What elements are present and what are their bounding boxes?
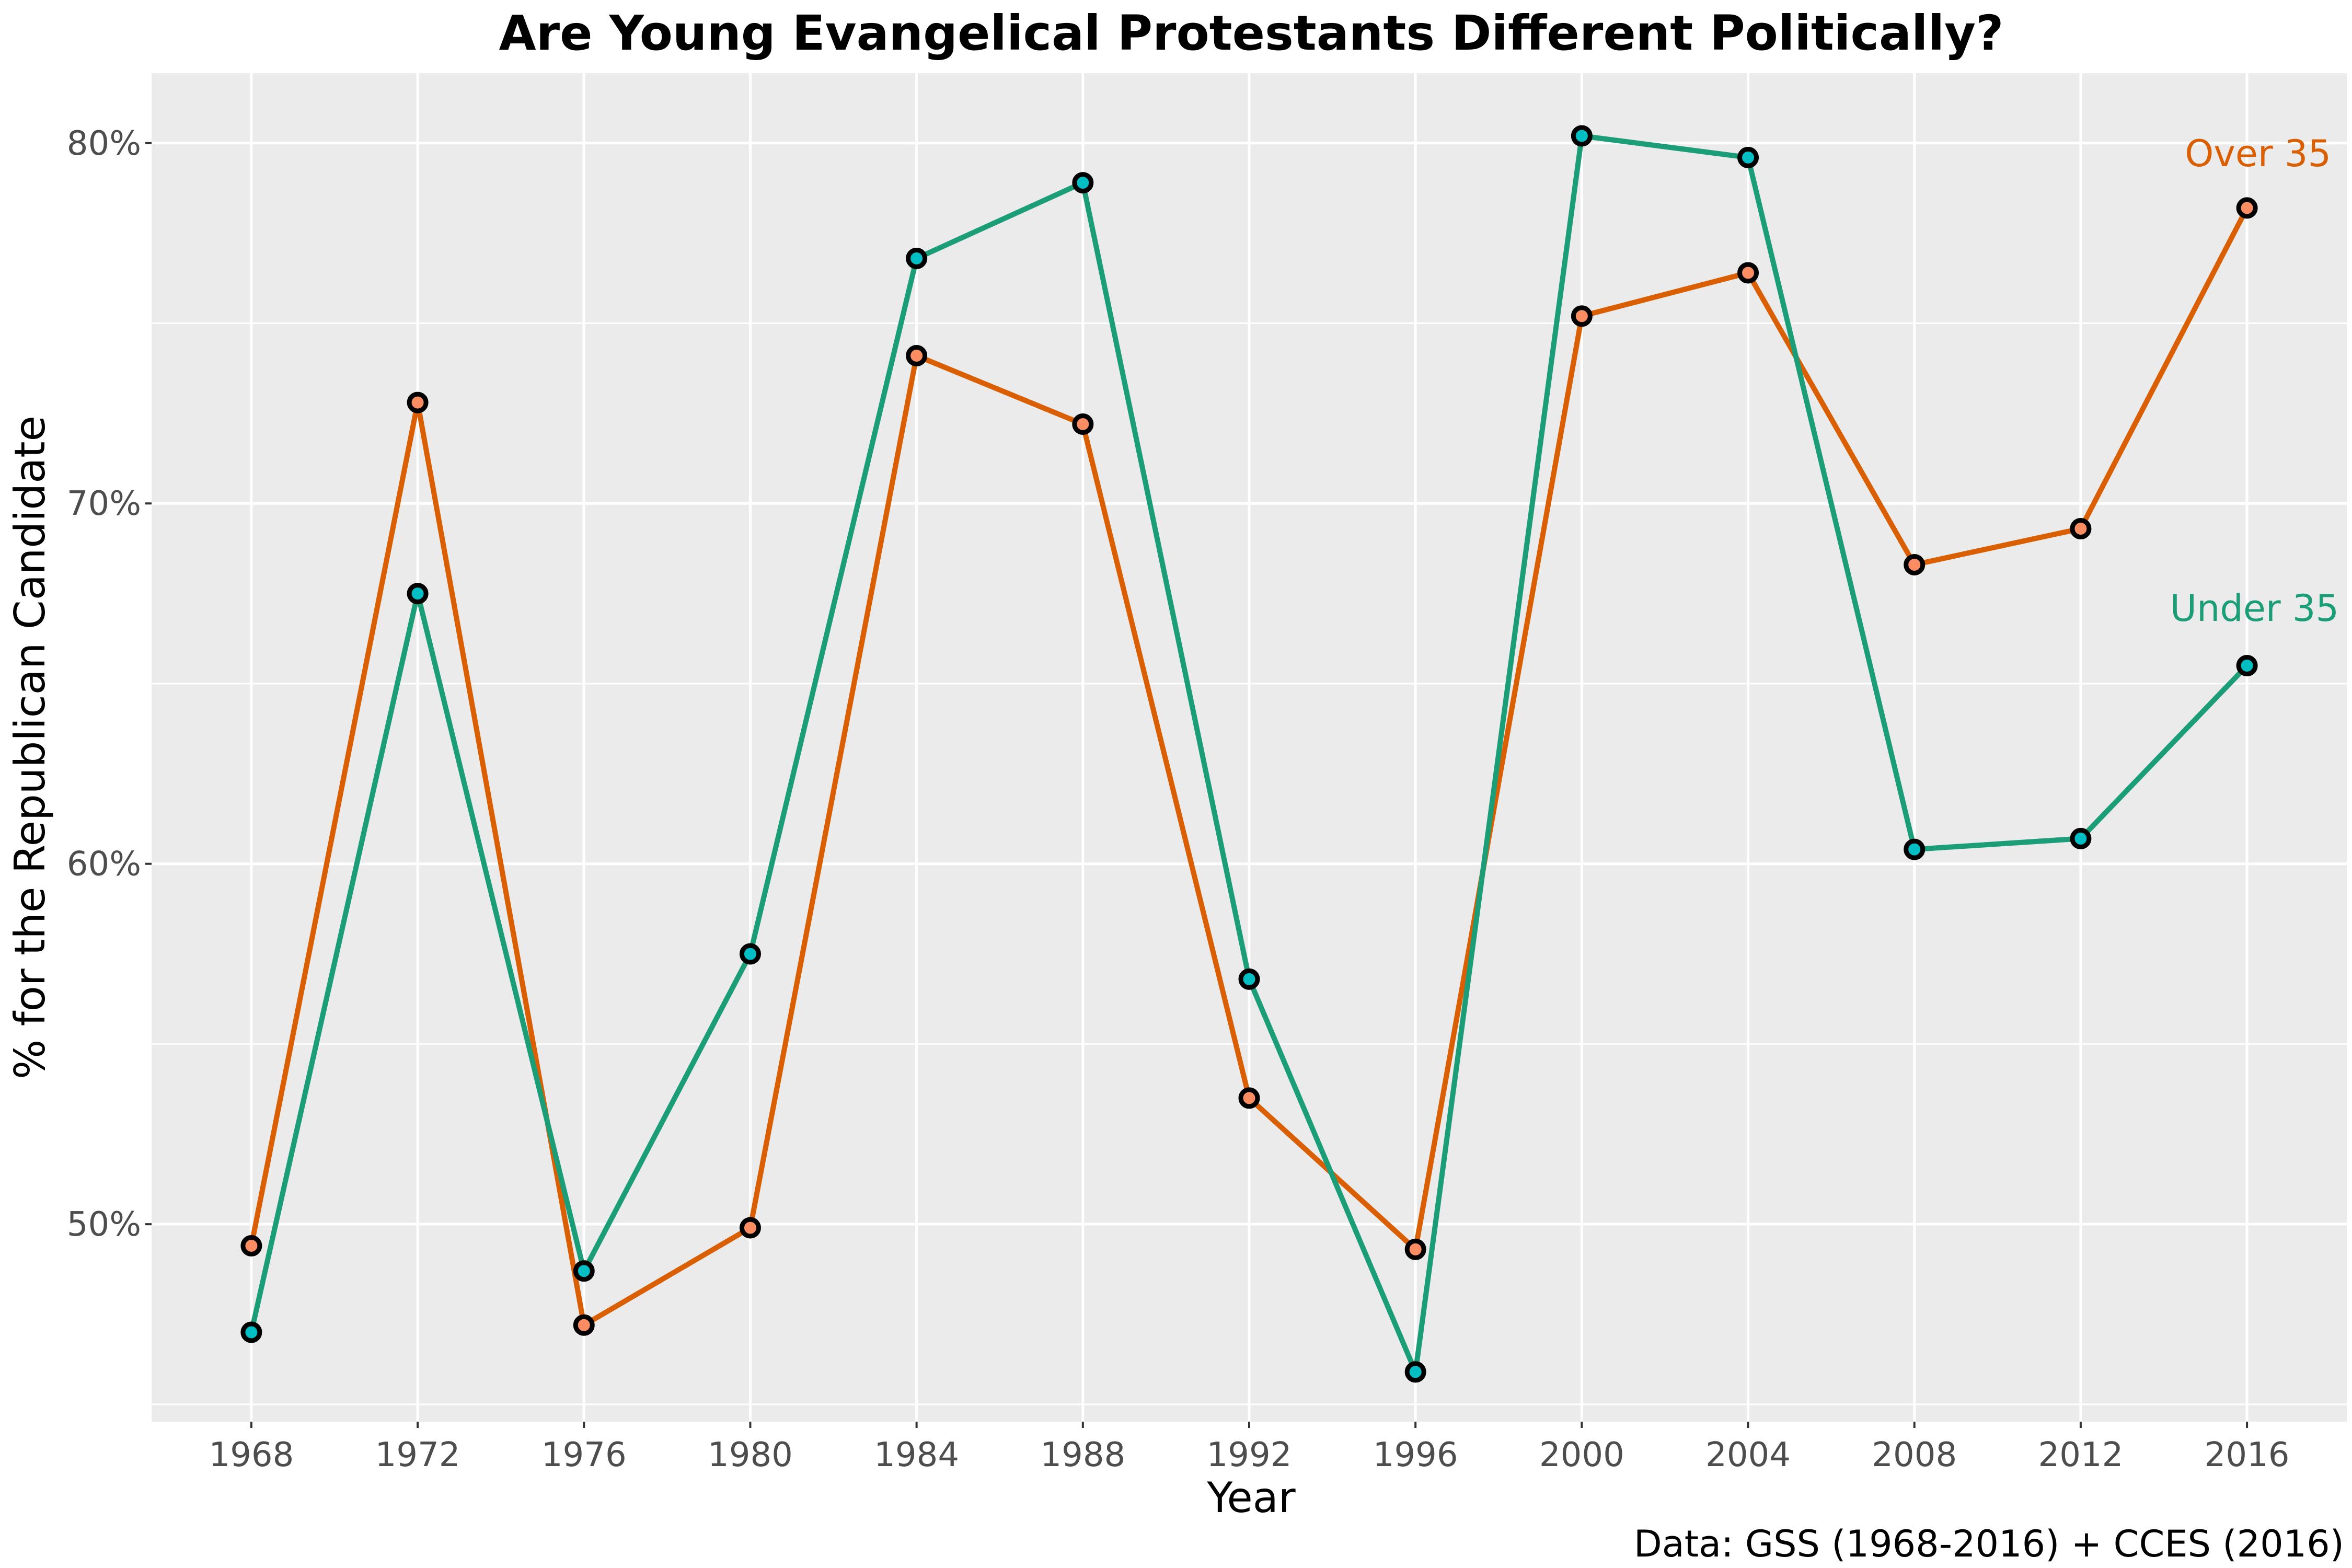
data-point-over-35 (1737, 262, 1759, 284)
y-tick-label: 60% (67, 845, 141, 884)
x-tick-label: 2012 (2038, 1436, 2123, 1474)
x-axis-tick-labels: 1968 1972 1976 1980 1984 1988 1992 1996 2000 2004… (209, 1436, 2289, 1474)
x-tick-label: 2004 (1705, 1436, 1791, 1474)
x-tick-label: 2016 (2205, 1436, 2290, 1474)
chart-title: Are Young Evangelical Protestants Differ… (499, 5, 2004, 61)
data-point-under-35 (739, 943, 761, 965)
data-point-under-35 (1238, 968, 1260, 990)
series-points (240, 125, 2258, 1383)
x-tick-label: 1988 (1040, 1436, 1125, 1474)
data-point-over-35 (1072, 413, 1094, 435)
data-point-under-35 (906, 247, 928, 269)
x-tick-label: 1996 (1373, 1436, 1458, 1474)
x-tick-label: 1980 (708, 1436, 793, 1474)
data-point-over-35 (2236, 197, 2258, 219)
data-point-under-35 (1072, 172, 1094, 194)
series-label-over-35: Over 35 (2185, 132, 2331, 175)
data-point-over-35 (240, 1235, 262, 1257)
data-source-caption: Data: GSS (1968-2016) + CCES (2016) (1634, 1523, 2344, 1565)
data-point-over-35 (1904, 554, 1926, 575)
data-point-under-35 (1904, 838, 1926, 860)
major-gridlines (152, 73, 2347, 1422)
x-tick-label: 1972 (375, 1436, 460, 1474)
y-axis-title: % for the Republican Candidate (6, 416, 54, 1079)
data-point-over-35 (407, 391, 429, 413)
data-point-over-35 (906, 345, 928, 367)
x-axis-title: Year (1206, 1473, 1295, 1522)
y-tick-label: 70% (67, 485, 141, 523)
x-tick-label: 1976 (541, 1436, 627, 1474)
x-tick-label: 1992 (1207, 1436, 1292, 1474)
y-tick-label: 50% (67, 1205, 141, 1244)
data-point-over-35 (2070, 517, 2092, 539)
data-point-under-35 (1571, 125, 1593, 147)
x-tick-label: 1984 (874, 1436, 959, 1474)
y-axis-tick-labels: 50% 60% 70% 80% (67, 124, 141, 1244)
y-tick-label: 80% (67, 124, 141, 163)
data-point-over-35 (573, 1314, 595, 1336)
data-point-over-35 (1404, 1238, 1426, 1260)
data-point-under-35 (1404, 1361, 1426, 1383)
x-tick-label: 2008 (1872, 1436, 1957, 1474)
data-point-under-35 (1737, 146, 1759, 168)
data-point-under-35 (2236, 654, 2258, 676)
data-point-under-35 (573, 1260, 595, 1282)
data-point-over-35 (1571, 305, 1593, 327)
data-point-over-35 (1238, 1087, 1260, 1109)
axis-ticks (145, 142, 2249, 1428)
data-point-over-35 (739, 1217, 761, 1239)
x-tick-label: 1968 (209, 1436, 294, 1474)
series-label-under-35: Under 35 (2170, 587, 2339, 630)
data-point-under-35 (240, 1321, 262, 1343)
x-tick-label: 2000 (1539, 1436, 1624, 1474)
data-point-under-35 (2070, 827, 2092, 849)
data-point-under-35 (407, 583, 429, 605)
